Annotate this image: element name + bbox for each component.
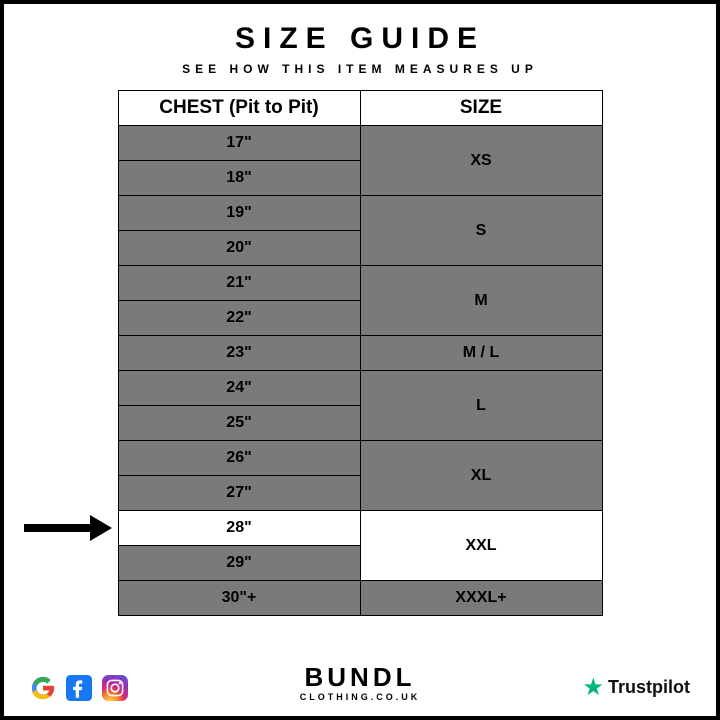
- chest-cell: 18": [118, 161, 360, 196]
- size-cell: XL: [360, 441, 602, 511]
- chest-cell: 30"+: [118, 581, 360, 616]
- brand-logo: BUNDL CLOTHING.CO.UK: [300, 664, 421, 702]
- chest-cell: 26": [118, 441, 360, 476]
- trustpilot-text: Trustpilot: [608, 677, 690, 698]
- header-chest: CHEST (Pit to Pit): [118, 91, 360, 126]
- brand-main: BUNDL: [300, 664, 421, 690]
- chest-cell: 27": [118, 476, 360, 511]
- size-cell: XS: [360, 126, 602, 196]
- chest-cell: 21": [118, 266, 360, 301]
- size-cell: S: [360, 196, 602, 266]
- trustpilot-star-icon: ★: [582, 673, 604, 702]
- size-cell: XXXL+: [360, 581, 602, 616]
- size-cell: M / L: [360, 336, 602, 371]
- size-table-wrapper: CHEST (Pit to Pit) SIZE 17"XS18"19"S20"2…: [118, 90, 603, 616]
- chest-cell: 22": [118, 301, 360, 336]
- chest-cell: 25": [118, 406, 360, 441]
- chest-cell: 23": [118, 336, 360, 371]
- social-icons: [30, 675, 128, 701]
- chest-cell: 19": [118, 196, 360, 231]
- google-icon: [30, 675, 56, 701]
- trustpilot-badge: ★ Trustpilot: [582, 673, 690, 702]
- facebook-icon: [66, 675, 92, 701]
- size-cell: L: [360, 371, 602, 441]
- page-subtitle: SEE HOW THIS ITEM MEASURES UP: [182, 62, 538, 76]
- chest-cell: 20": [118, 231, 360, 266]
- size-cell: M: [360, 266, 602, 336]
- chest-cell: 28": [118, 511, 360, 546]
- chest-cell: 24": [118, 371, 360, 406]
- header-size: SIZE: [360, 91, 602, 126]
- size-table: CHEST (Pit to Pit) SIZE 17"XS18"19"S20"2…: [118, 90, 603, 616]
- footer: BUNDL CLOTHING.CO.UK ★ Trustpilot: [4, 673, 716, 702]
- chest-cell: 17": [118, 126, 360, 161]
- instagram-icon: [102, 675, 128, 701]
- size-cell: XXL: [360, 511, 602, 581]
- indicator-arrow: [24, 521, 112, 535]
- page-title: SIZE GUIDE: [235, 22, 485, 56]
- brand-sub: CLOTHING.CO.UK: [300, 692, 421, 702]
- chest-cell: 29": [118, 546, 360, 581]
